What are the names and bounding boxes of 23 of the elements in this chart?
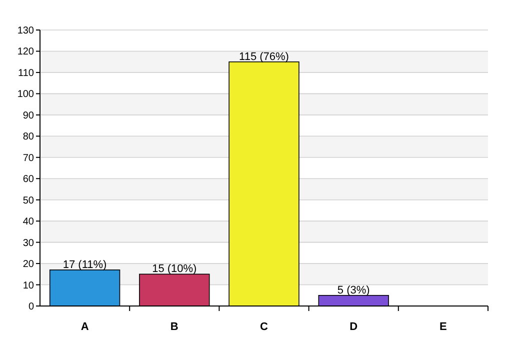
y-tick-label: 40 <box>22 216 34 228</box>
y-tick-label: 50 <box>22 195 34 206</box>
data-label: 115 (76%) <box>239 50 289 63</box>
x-tick-label: D <box>350 321 358 333</box>
y-tick-label: 30 <box>22 238 34 249</box>
y-tick-label: 10 <box>22 280 34 292</box>
y-tick-label: 120 <box>17 46 34 58</box>
y-tick-label: 60 <box>22 174 34 186</box>
x-tick-label: C <box>260 321 268 333</box>
y-tick-label: 90 <box>22 110 34 122</box>
y-tick-label: 110 <box>18 68 34 79</box>
x-tick-label: E <box>440 321 447 333</box>
x-tick-label: B <box>170 321 178 333</box>
y-tick-label: 20 <box>22 259 34 270</box>
data-label: 15 (10%) <box>152 263 197 276</box>
x-tick-label: A <box>80 321 89 333</box>
data-label: 5 (3%) <box>337 284 370 296</box>
data-label: 17 (11%) <box>62 258 107 271</box>
y-tick-label: 80 <box>22 132 34 143</box>
y-tick-label: 100 <box>17 89 34 100</box>
y-tick-label: 130 <box>17 26 34 36</box>
y-tick-label: 70 <box>22 152 34 164</box>
y-tick-label: 0 <box>28 302 34 312</box>
